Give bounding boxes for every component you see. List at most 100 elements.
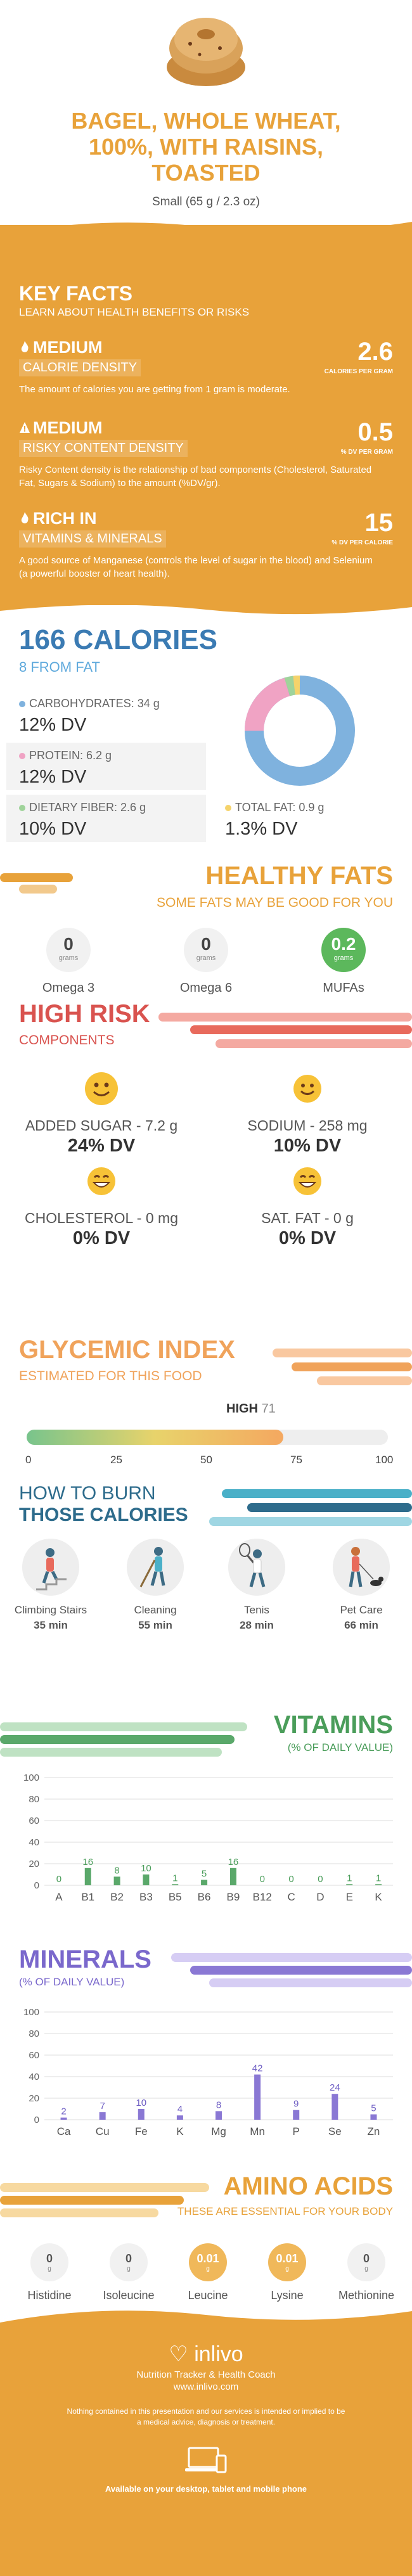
macro-dv: 1.3% DV: [225, 819, 298, 839]
decor-stripe: [158, 1013, 412, 1022]
bar: [254, 2074, 261, 2120]
smile-face-icon: [85, 1072, 118, 1105]
bar: [84, 1868, 91, 1885]
y-tick-label: 40: [29, 2072, 39, 2082]
legend-dot: [225, 805, 231, 811]
brand-url[interactable]: www.inlivo.com: [173, 2381, 239, 2392]
bar-value-label: 0: [56, 1874, 61, 1885]
x-tick-label: K: [375, 1891, 382, 1903]
minerals-bar-chart: 0 20 40 60 80 100 2 Ca 7 Cu 10 Fe 4 K 8 Mg 42 Mn 9 P 24 Se 5 Zn: [23, 2007, 393, 2137]
amino-unit: g: [127, 2265, 131, 2272]
x-tick-label: E: [346, 1891, 353, 1903]
decor-stripe: [247, 1503, 412, 1512]
activity-time: 66 min: [344, 1619, 378, 1631]
bar-value-label: 8: [114, 1865, 119, 1876]
amino-value: 0.01: [276, 2252, 299, 2265]
glycemic-subtitle: ESTIMATED FOR THIS FOOD: [19, 1369, 202, 1383]
x-tick-label: P: [293, 2125, 300, 2137]
bar: [229, 1868, 236, 1885]
activity-name: Cleaning: [134, 1604, 177, 1616]
decor-stripe: [190, 1025, 412, 1034]
vitamins-subtitle: (% OF DAILY VALUE): [287, 1741, 393, 1753]
amino-name: Methionine: [338, 2289, 395, 2302]
x-tick-label: B2: [110, 1891, 124, 1903]
fact-unit: % DV PER CALORIE: [332, 539, 393, 546]
amino-value: 0: [363, 2252, 370, 2265]
bar: [346, 1884, 353, 1885]
fact-level-text: MEDIUM: [33, 418, 103, 437]
calories-from-fat: 8 FROM FAT: [19, 659, 100, 675]
fact-value: 0.5: [357, 418, 393, 446]
activity-climbing-stairs: Climbing Stairs 35 min: [10, 1539, 92, 1632]
risk-label: SODIUM - 258 mg: [247, 1117, 368, 1134]
bar-value-label: 16: [228, 1857, 239, 1868]
fact-label: RISKY CONTENT DENSITY: [19, 440, 188, 457]
bar-value-label: 42: [252, 2063, 263, 2074]
bar-value-label: 1: [172, 1873, 177, 1883]
fact-value: 2.6: [357, 338, 393, 366]
fat-circle-omega6: 0 grams: [184, 928, 228, 972]
tennis-icon: [228, 1539, 285, 1596]
activity-time: 55 min: [138, 1619, 172, 1631]
brand-tagline: Nutrition Tracker & Health Coach: [136, 2369, 276, 2380]
macro-dv: 12% DV: [19, 715, 87, 735]
brand-logo: ♡ inlivo: [0, 2342, 412, 2367]
activity-time: 35 min: [34, 1619, 68, 1631]
macro-label-text: PROTEIN: 6.2 g: [29, 749, 112, 762]
vitamins-title: VITAMINS: [273, 1711, 393, 1739]
decor-stripe: [317, 1376, 412, 1385]
risk-dv: 10% DV: [273, 1136, 342, 1156]
stairs-climber-icon: [22, 1539, 79, 1596]
y-tick-label: 60: [29, 2050, 39, 2061]
x-tick-label: A: [55, 1891, 63, 1903]
fact-level: RICH IN: [19, 509, 399, 529]
fat-name: MUFAs: [323, 981, 364, 995]
decor-stripe: [0, 1735, 235, 1744]
bar: [99, 2112, 106, 2120]
y-tick-label: 100: [23, 2007, 39, 2018]
glycemic-level-label: HIGH 71: [226, 1402, 276, 1416]
burn-title-line1: HOW TO BURN: [19, 1483, 156, 1504]
decor-stripe: [0, 2208, 158, 2217]
y-tick-label: 0: [34, 1880, 39, 1891]
bar-value-label: 2: [61, 2106, 66, 2117]
fact-value: 15: [364, 509, 394, 537]
decor-stripe: [273, 1349, 412, 1357]
wave-bottom: [0, 596, 412, 615]
amino-name: Histidine: [27, 2289, 72, 2302]
amino-value: 0: [46, 2252, 53, 2265]
healthy-fats-title: HEALTHY FATS: [205, 862, 393, 890]
bar: [60, 2117, 67, 2120]
fat-value: 0: [201, 934, 211, 954]
footer: ♡ inlivo Nutrition Tracker & Health Coac…: [0, 2323, 412, 2576]
serving-size: Small (65 g / 2.3 oz): [151, 195, 261, 208]
donut-protein: [245, 677, 290, 731]
fact-risky-content: MEDIUM RISKY CONTENT DENSITY 0.5 % DV PE…: [19, 418, 399, 490]
risk-label: SAT. FAT - 0 g: [261, 1210, 354, 1226]
y-tick-label: 20: [29, 2093, 39, 2104]
y-tick-label: 20: [29, 1859, 39, 1869]
food-title: BAGEL, WHOLE WHEAT, 100%, WITH RAISINS, …: [0, 108, 412, 186]
x-tick-label: B6: [198, 1891, 211, 1903]
macro-dv: 10% DV: [19, 819, 87, 839]
fact-description: The amount of calories you are getting f…: [19, 384, 290, 395]
amino-unit: g: [48, 2265, 51, 2272]
bar-value-label: 5: [371, 2103, 376, 2114]
x-tick-label: Fe: [135, 2125, 148, 2137]
x-tick-label: B9: [227, 1891, 240, 1903]
x-tick-label: Ca: [57, 2125, 71, 2137]
donut-fiber: [284, 676, 296, 696]
macro-label: PROTEIN: 6.2 g: [19, 749, 112, 762]
decor-stripe: [0, 873, 73, 882]
amino-title: AMINO ACIDS: [223, 2172, 393, 2200]
y-tick-label: 0: [34, 2115, 39, 2125]
tick-label: 25: [110, 1454, 122, 1466]
y-tick-label: 100: [23, 1772, 39, 1783]
food-title-line: 100%, WITH RAISINS,: [88, 134, 324, 160]
key-facts-subtitle: LEARN ABOUT HEALTH BENEFITS OR RISKS: [19, 306, 250, 318]
tick-label: 100: [375, 1454, 394, 1466]
bar-value-label: 0: [260, 1874, 265, 1885]
bar-value-label: 7: [100, 2101, 105, 2111]
